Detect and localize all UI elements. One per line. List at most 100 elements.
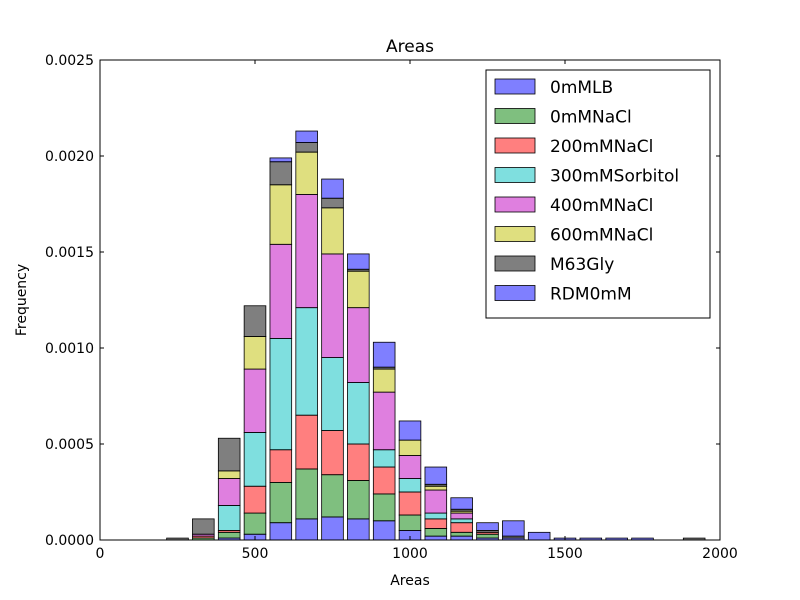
legend-swatch-0mMLB bbox=[494, 78, 536, 95]
bar-0mMLB-13 bbox=[450, 535, 473, 541]
bar-200mMNaCl-5 bbox=[243, 485, 267, 514]
bar-200mMNaCl-7 bbox=[295, 414, 318, 470]
bar-RDM0mM-6 bbox=[269, 157, 293, 163]
bar-0mMNaCl-9 bbox=[347, 480, 370, 520]
bar-M63Gly-3 bbox=[192, 518, 215, 535]
bar-0mMLB-9 bbox=[347, 518, 370, 541]
legend-swatch-600mMNaCl bbox=[494, 226, 536, 242]
bar-0mMNaCl-10 bbox=[372, 493, 396, 522]
bar-0mMNaCl-11 bbox=[398, 514, 422, 531]
bar-0mMNaCl-13 bbox=[450, 531, 473, 537]
y-tick-label: 0.0025 bbox=[45, 53, 94, 69]
bar-400mMNaCl-10 bbox=[372, 391, 396, 451]
bar-RDM0mM-9 bbox=[347, 253, 370, 270]
bar-0mMLB-7 bbox=[295, 518, 318, 541]
bar-200mMNaCl-9 bbox=[347, 443, 370, 481]
bar-RDM0mM-14 bbox=[476, 522, 499, 531]
bar-M63Gly-8 bbox=[321, 197, 344, 209]
bar-0mMNaCl-8 bbox=[321, 474, 344, 518]
x-tick-label: 1000 bbox=[392, 546, 428, 562]
bar-200mMNaCl-6 bbox=[269, 449, 293, 483]
bar-300mMSorbitol-13 bbox=[450, 518, 473, 524]
bar-400mMNaCl-8 bbox=[321, 253, 344, 358]
bar-0mMNaCl-4 bbox=[217, 531, 241, 539]
bar-RDM0mM-7 bbox=[295, 130, 318, 143]
bar-400mMNaCl-13 bbox=[450, 512, 473, 520]
y-axis-ticks: 0.0000 0.0005 0.0010 0.0015 0.0020 0.0025 bbox=[45, 53, 720, 549]
bar-400mMNaCl-11 bbox=[398, 455, 422, 479]
bar-200mMNaCl-11 bbox=[398, 491, 422, 516]
bar-400mMNaCl-4 bbox=[217, 478, 241, 506]
legend: 0mMLB 0mMNaCl 200mMNaCl 300mMSorbitol 400mMN… bbox=[485, 69, 711, 319]
bar-0mMNaCl-12 bbox=[424, 528, 448, 537]
bar-600mMNaCl-12 bbox=[424, 485, 448, 491]
y-tick-label: 0.0005 bbox=[45, 437, 94, 453]
legend-label-0mMLB: 0mMLB bbox=[550, 78, 613, 98]
x-tick-label: 0 bbox=[96, 546, 105, 562]
y-tick-label: 0.0010 bbox=[45, 341, 94, 357]
bar-400mMNaCl-7 bbox=[295, 193, 318, 309]
bar-400mMNaCl-9 bbox=[347, 307, 370, 383]
y-axis-label: Frequency bbox=[14, 264, 30, 336]
y-tick-label: 0.0015 bbox=[45, 245, 94, 261]
bar-0mMLB-10 bbox=[372, 520, 396, 541]
bar-600mMNaCl-9 bbox=[347, 270, 370, 309]
x-axis-ticks: 0 500 1000 1500 2000 bbox=[96, 60, 738, 562]
bar-200mMNaCl-8 bbox=[321, 430, 344, 476]
bar-600mMNaCl-11 bbox=[398, 439, 422, 456]
bar-600mMNaCl-6 bbox=[269, 184, 293, 245]
y-tick-label: 0.0020 bbox=[45, 149, 94, 165]
bar-0mMLB-8 bbox=[321, 516, 344, 541]
x-axis-label: Areas bbox=[390, 573, 430, 589]
bars-layer bbox=[166, 130, 706, 541]
legend-swatch-RDM0mM bbox=[494, 285, 536, 301]
bar-600mMNaCl-7 bbox=[295, 151, 318, 195]
bar-300mMSorbitol-10 bbox=[372, 449, 396, 468]
bar-0mMNaCl-5 bbox=[243, 512, 267, 535]
bar-600mMNaCl-10 bbox=[372, 368, 396, 393]
legend-swatch-400mMNaCl bbox=[494, 196, 536, 213]
bar-RDM0mM-10 bbox=[372, 341, 396, 368]
chart-title: Areas bbox=[386, 37, 434, 57]
bar-400mMNaCl-12 bbox=[424, 489, 448, 514]
bar-200mMNaCl-13 bbox=[450, 522, 473, 533]
bar-M63Gly-6 bbox=[269, 161, 293, 186]
bar-RDM0mM-8 bbox=[321, 178, 344, 199]
legend-label-M63Gly: M63Gly bbox=[550, 255, 614, 275]
bar-600mMNaCl-5 bbox=[243, 336, 267, 370]
bar-M63Gly-4 bbox=[217, 437, 241, 472]
bar-300mMSorbitol-11 bbox=[398, 478, 422, 493]
x-tick-label: 1500 bbox=[547, 546, 583, 562]
legend-swatch-M63Gly bbox=[494, 255, 536, 272]
bar-300mMSorbitol-4 bbox=[217, 505, 241, 531]
bar-600mMNaCl-4 bbox=[217, 470, 241, 479]
legend-label-RDM0mM: RDM0mM bbox=[550, 285, 632, 305]
legend-swatch-0mMNaCl bbox=[494, 108, 536, 124]
legend-label-600mMNaCl: 600mMNaCl bbox=[550, 226, 653, 246]
bar-RDM0mM-12 bbox=[424, 466, 448, 485]
bar-300mMSorbitol-5 bbox=[243, 432, 267, 487]
bar-300mMSorbitol-12 bbox=[424, 512, 448, 520]
bar-RDM0mM-15 bbox=[502, 520, 525, 537]
bar-0mMLB-12 bbox=[424, 535, 448, 541]
x-tick-label: 2000 bbox=[702, 546, 738, 562]
bar-M63Gly-5 bbox=[243, 305, 267, 337]
bar-0mMNaCl-14 bbox=[476, 533, 499, 539]
bar-300mMSorbitol-9 bbox=[347, 382, 370, 445]
bar-300mMSorbitol-8 bbox=[321, 357, 344, 431]
bar-RDM0mM-11 bbox=[398, 420, 422, 441]
bar-RDM0mM-16 bbox=[527, 531, 551, 541]
bar-0mMNaCl-7 bbox=[295, 468, 318, 520]
bar-300mMSorbitol-7 bbox=[295, 307, 318, 416]
legend-label-200mMNaCl: 200mMNaCl bbox=[550, 137, 653, 157]
legend-label-0mMNaCl: 0mMNaCl bbox=[550, 108, 632, 128]
y-tick-label: 0.0000 bbox=[45, 533, 94, 549]
bar-600mMNaCl-8 bbox=[321, 207, 344, 255]
bar-RDM0mM-13 bbox=[450, 497, 473, 510]
legend-label-400mMNaCl: 400mMNaCl bbox=[550, 196, 653, 216]
bar-M63Gly-7 bbox=[295, 142, 318, 153]
bar-200mMNaCl-12 bbox=[424, 518, 448, 529]
bar-0mMLB-6 bbox=[269, 522, 293, 541]
x-tick-label: 500 bbox=[242, 546, 269, 562]
